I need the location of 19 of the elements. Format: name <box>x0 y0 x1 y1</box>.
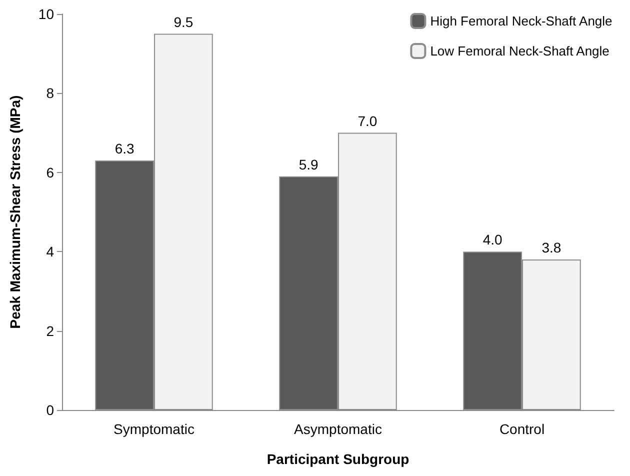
data-label: 5.9 <box>298 156 318 172</box>
legend-label: Low Femoral Neck-Shaft Angle <box>430 44 610 58</box>
data-label: 3.8 <box>542 240 562 256</box>
data-label: 7.0 <box>358 112 378 129</box>
y-tick-label: 4 <box>46 244 54 260</box>
x-axis-title: Participant Subgroup <box>266 451 410 467</box>
x-tick-label: Asymptomatic <box>294 421 382 437</box>
y-tick-label: 6 <box>46 164 54 180</box>
x-tick-label: Symptomatic <box>114 421 194 437</box>
data-label: 4.0 <box>482 232 502 248</box>
x-tick-label: Control <box>499 421 545 437</box>
y-tick-label: 2 <box>46 322 54 339</box>
y-tick-label: 10 <box>38 6 54 22</box>
y-tick-label: 0 <box>46 402 54 418</box>
y-axis-title: Peak Maximum-Shear Stress (MPa) <box>7 95 23 329</box>
data-label: 9.5 <box>174 14 194 30</box>
legend-label: High Femoral Neck-Shaft Angle <box>430 14 612 28</box>
y-tick-label: 8 <box>46 85 54 102</box>
data-label: 6.3 <box>114 140 134 157</box>
